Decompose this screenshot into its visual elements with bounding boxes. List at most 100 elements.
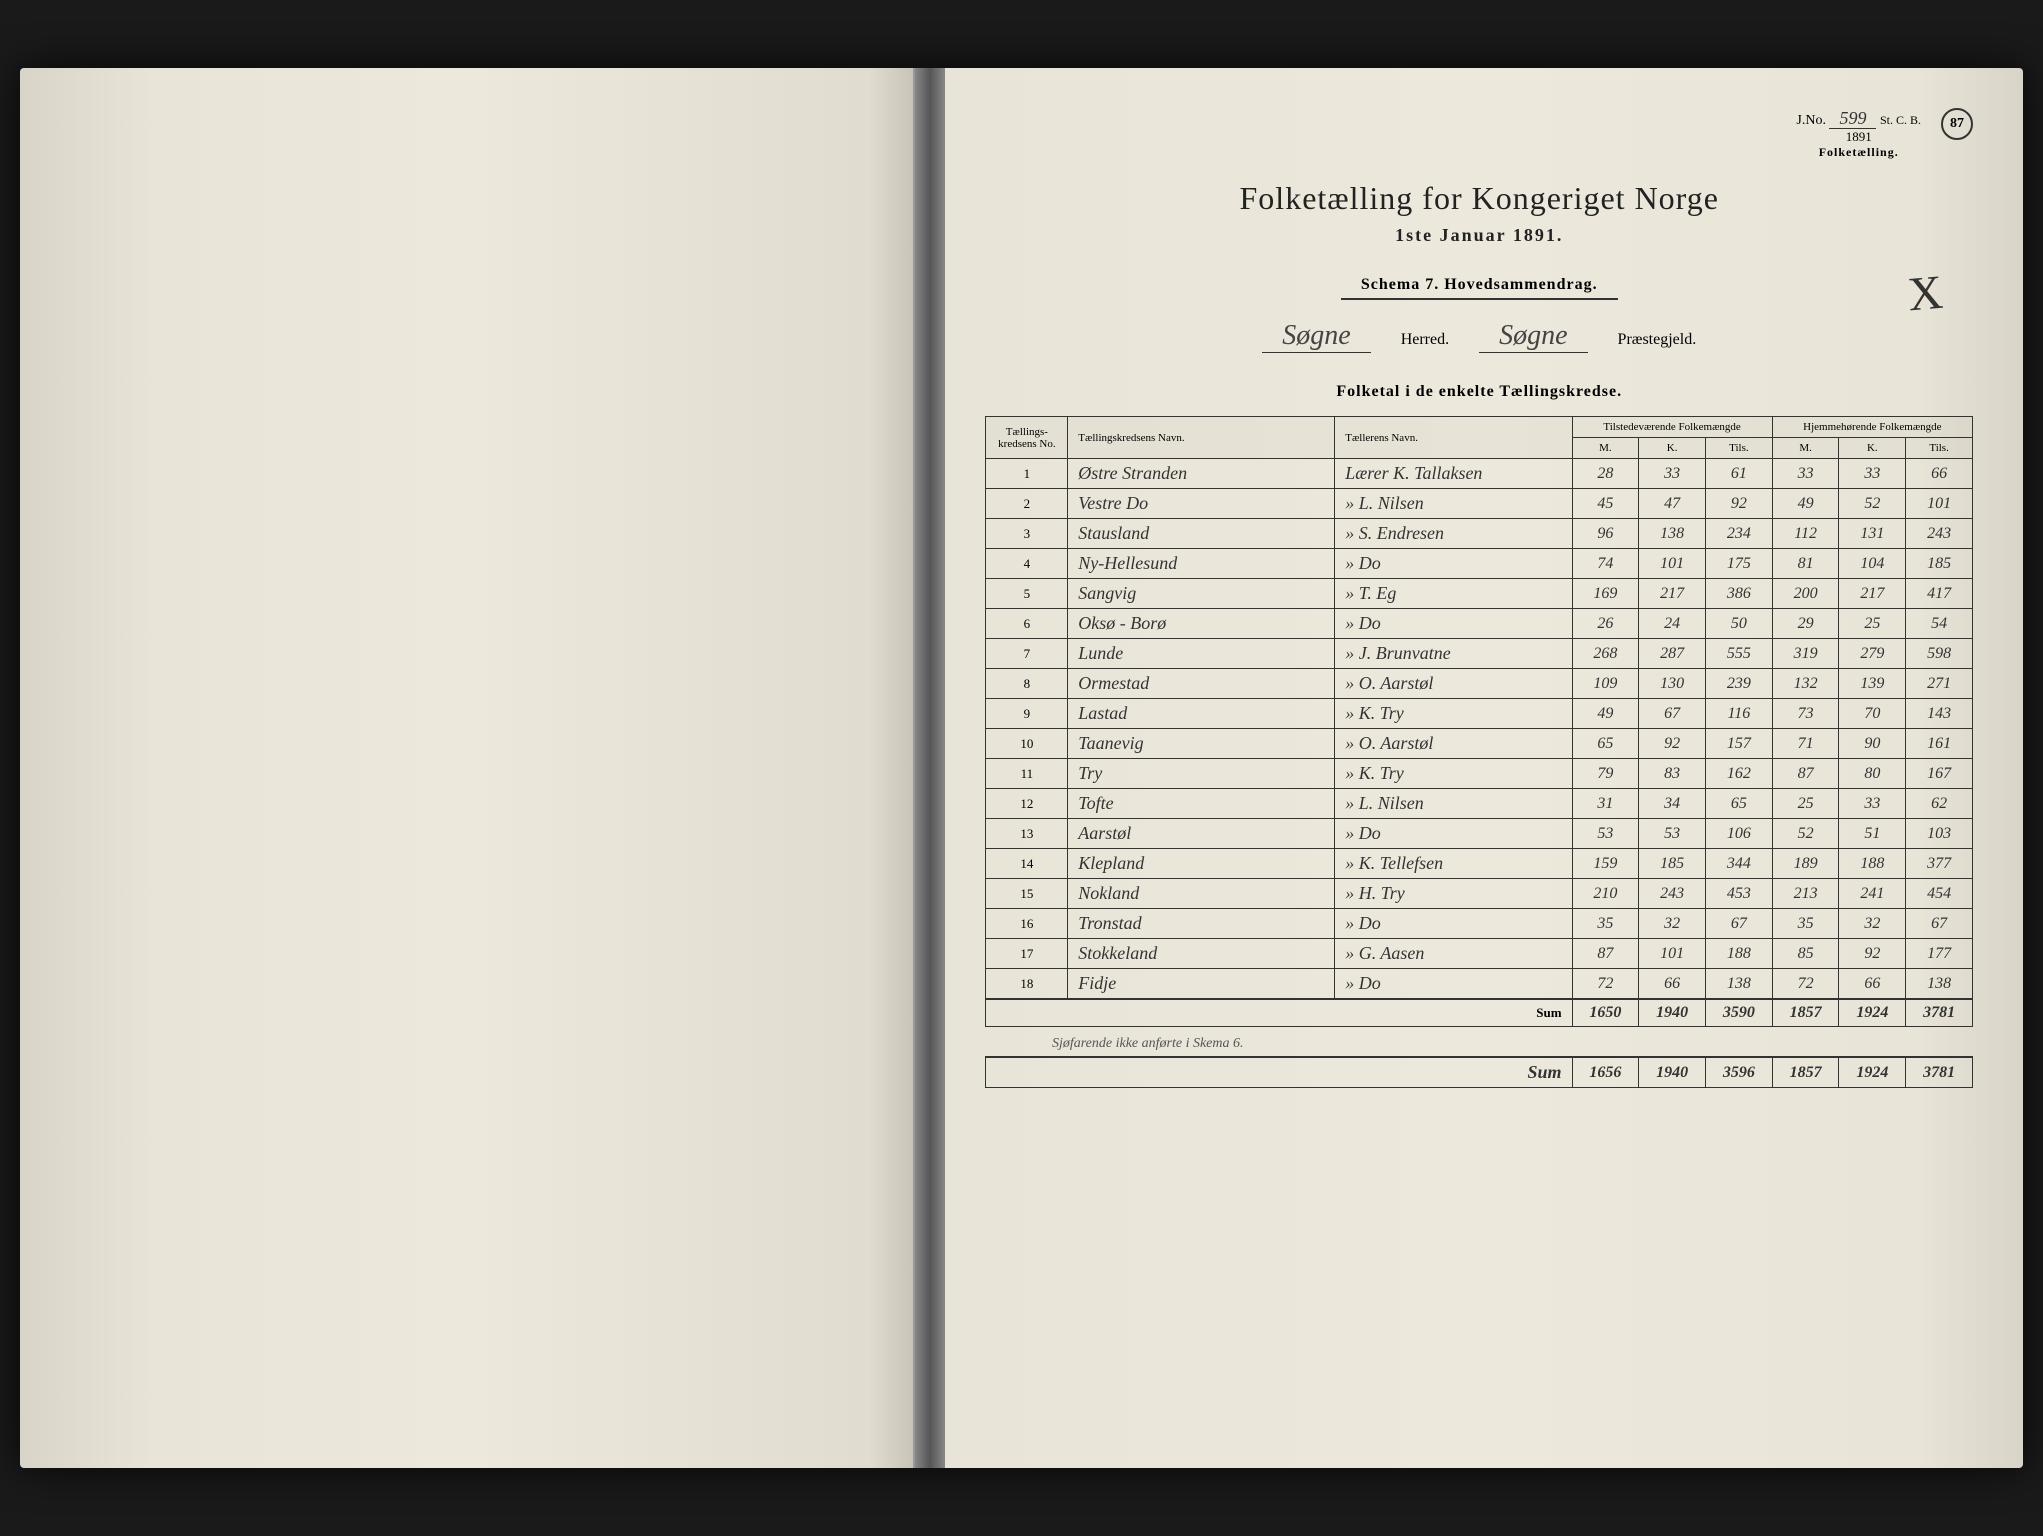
- praestegjeld-label: Præstegjeld.: [1618, 331, 1697, 349]
- table-row: 14 Klepland » K. Tellefsen 159 185 344 1…: [986, 849, 1973, 879]
- district-line: Søgne Herred. Søgne Præstegjeld.: [985, 320, 1973, 353]
- row-rm: 81: [1772, 549, 1839, 579]
- sum-rt: 3781: [1906, 999, 1973, 1027]
- row-pm: 28: [1572, 459, 1639, 489]
- row-pt: 344: [1706, 849, 1773, 879]
- row-rt: 101: [1906, 489, 1973, 519]
- praestegjeld-value: Søgne: [1479, 320, 1587, 353]
- table-row: 11 Try » K. Try 79 83 162 87 80 167: [986, 759, 1973, 789]
- row-pk: 66: [1639, 969, 1706, 1000]
- row-rk: 188: [1839, 849, 1906, 879]
- row-rk: 131: [1839, 519, 1906, 549]
- table-row: 15 Nokland » H. Try 210 243 453 213 241 …: [986, 879, 1973, 909]
- row-no: 4: [986, 549, 1068, 579]
- row-counter: » Do: [1335, 549, 1572, 579]
- row-rk: 90: [1839, 729, 1906, 759]
- row-no: 17: [986, 939, 1068, 969]
- header-present: Tilstedeværende Folkemængde: [1572, 417, 1772, 438]
- row-counter: » O. Aarstøl: [1335, 729, 1572, 759]
- row-pk: 33: [1639, 459, 1706, 489]
- row-no: 10: [986, 729, 1068, 759]
- schema-line: Schema 7. Hovedsammendrag. X: [985, 276, 1973, 300]
- row-pm: 53: [1572, 819, 1639, 849]
- folketaelling-label: Folketælling.: [1796, 145, 1921, 160]
- row-pk: 34: [1639, 789, 1706, 819]
- table-row: 4 Ny-Hellesund » Do 74 101 175 81 104 18…: [986, 549, 1973, 579]
- row-name: Fidje: [1068, 969, 1335, 1000]
- row-no: 2: [986, 489, 1068, 519]
- row-rm: 112: [1772, 519, 1839, 549]
- row-rk: 241: [1839, 879, 1906, 909]
- row-pt: 453: [1706, 879, 1773, 909]
- row-pk: 24: [1639, 609, 1706, 639]
- row-pk: 101: [1639, 939, 1706, 969]
- row-rt: 54: [1906, 609, 1973, 639]
- row-rm: 200: [1772, 579, 1839, 609]
- row-no: 3: [986, 519, 1068, 549]
- row-rt: 377: [1906, 849, 1973, 879]
- row-no: 11: [986, 759, 1068, 789]
- header-metadata: J.No. 599 St. C. B. 1891 Folketælling. 8…: [985, 108, 1973, 160]
- fsum-rt: 3781: [1906, 1057, 1973, 1088]
- cross-mark-annotation: X: [1906, 265, 1945, 323]
- row-rt: 62: [1906, 789, 1973, 819]
- row-rk: 52: [1839, 489, 1906, 519]
- schema-text: Schema 7. Hovedsammendrag.: [1341, 276, 1618, 300]
- row-pm: 109: [1572, 669, 1639, 699]
- row-pm: 74: [1572, 549, 1639, 579]
- book-spread: J.No. 599 St. C. B. 1891 Folketælling. 8…: [20, 68, 2023, 1468]
- row-rt: 417: [1906, 579, 1973, 609]
- row-rk: 80: [1839, 759, 1906, 789]
- row-counter: » Do: [1335, 609, 1572, 639]
- row-name: Stokkeland: [1068, 939, 1335, 969]
- row-pk: 130: [1639, 669, 1706, 699]
- row-pm: 49: [1572, 699, 1639, 729]
- row-pk: 287: [1639, 639, 1706, 669]
- page-circle-number: 87: [1941, 108, 1973, 140]
- row-pt: 555: [1706, 639, 1773, 669]
- row-rk: 92: [1839, 939, 1906, 969]
- row-counter: » T. Eg: [1335, 579, 1572, 609]
- fsum-pm: 1656: [1572, 1057, 1639, 1088]
- row-rm: 87: [1772, 759, 1839, 789]
- table-header: Tællings-kredsens No. Tællingskredsens N…: [986, 417, 1973, 459]
- row-rk: 33: [1839, 789, 1906, 819]
- row-rk: 25: [1839, 609, 1906, 639]
- row-rm: 52: [1772, 819, 1839, 849]
- row-name: Lunde: [1068, 639, 1335, 669]
- row-no: 16: [986, 909, 1068, 939]
- row-no: 15: [986, 879, 1068, 909]
- table-row: 2 Vestre Do » L. Nilsen 45 47 92 49 52 1…: [986, 489, 1973, 519]
- row-name: Sangvig: [1068, 579, 1335, 609]
- sum-rm: 1857: [1772, 999, 1839, 1027]
- row-pm: 79: [1572, 759, 1639, 789]
- row-pt: 175: [1706, 549, 1773, 579]
- table-row: 3 Stausland » S. Endresen 96 138 234 112…: [986, 519, 1973, 549]
- row-counter: » L. Nilsen: [1335, 789, 1572, 819]
- row-no: 5: [986, 579, 1068, 609]
- header-resident-k: K.: [1839, 438, 1906, 459]
- jno-year: 1891: [1796, 129, 1921, 145]
- row-counter: » K. Try: [1335, 759, 1572, 789]
- row-name: Nokland: [1068, 879, 1335, 909]
- table-row: 5 Sangvig » T. Eg 169 217 386 200 217 41…: [986, 579, 1973, 609]
- row-pk: 92: [1639, 729, 1706, 759]
- row-name: Ormestad: [1068, 669, 1335, 699]
- row-counter: » L. Nilsen: [1335, 489, 1572, 519]
- row-rt: 143: [1906, 699, 1973, 729]
- row-pt: 67: [1706, 909, 1773, 939]
- row-pm: 87: [1572, 939, 1639, 969]
- fsum-pt: 3596: [1706, 1057, 1773, 1088]
- row-pm: 96: [1572, 519, 1639, 549]
- row-rt: 271: [1906, 669, 1973, 699]
- row-rk: 104: [1839, 549, 1906, 579]
- row-counter: » K. Try: [1335, 699, 1572, 729]
- table-row: 10 Taanevig » O. Aarstøl 65 92 157 71 90…: [986, 729, 1973, 759]
- header-no: Tællings-kredsens No.: [986, 417, 1068, 459]
- row-pt: 116: [1706, 699, 1773, 729]
- journal-number-block: J.No. 599 St. C. B. 1891 Folketælling.: [1796, 108, 1921, 160]
- row-pt: 92: [1706, 489, 1773, 519]
- row-rm: 319: [1772, 639, 1839, 669]
- table-row: 8 Ormestad » O. Aarstøl 109 130 239 132 …: [986, 669, 1973, 699]
- row-name: Oksø - Borø: [1068, 609, 1335, 639]
